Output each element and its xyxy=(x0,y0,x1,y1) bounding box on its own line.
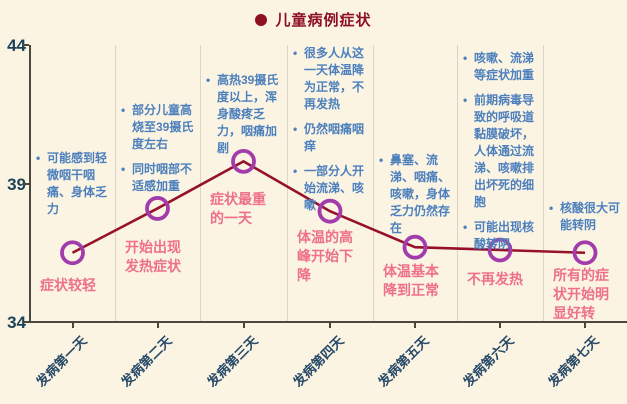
x-axis-label: 发病第七天 xyxy=(545,333,602,390)
symptom-note: 核酸很大可能转阴 xyxy=(548,200,626,234)
legend-marker-icon xyxy=(255,13,268,26)
y-axis-tick-mark xyxy=(23,44,29,46)
x-axis-tick-mark xyxy=(156,322,159,328)
stage-label: 症状较轻 xyxy=(40,277,96,293)
x-axis-tick-mark xyxy=(414,322,416,328)
x-axis-tick-mark xyxy=(71,322,74,328)
x-axis-tick-mark xyxy=(584,322,586,328)
symptom-note: 仍然咽痛咽痒 xyxy=(292,121,372,155)
symptom-notes: 部分儿童高烧至39摄氏度左右同时咽部不适感加重 xyxy=(120,102,199,203)
symptom-note: 前期病毒导致的呼吸道黏膜破坏，人体通过流涕、咳嗽排出坏死的细胞 xyxy=(462,92,542,211)
symptom-note: 部分儿童高烧至39摄氏度左右 xyxy=(120,102,199,153)
symptom-note: 一部分人开始流涕、咳嗽 xyxy=(292,163,372,214)
symptom-notes: 可能感到轻微咽干咽痛、身体乏力 xyxy=(35,150,114,226)
x-axis-tick-mark xyxy=(242,322,245,328)
x-axis-label: 发病第六天 xyxy=(460,333,517,390)
legend-label: 儿童病例症状 xyxy=(275,12,372,29)
x-axis-line xyxy=(29,321,627,323)
stage-label: 不再发热 xyxy=(467,271,523,287)
y-axis-tick-mark xyxy=(23,182,29,185)
symptom-notes: 核酸很大可能转阴 xyxy=(548,200,626,242)
day-column: 很多人从这一天体温降为正常，不再发热仍然咽痛咽痒一部分人开始流涕、咳嗽体温的高峰… xyxy=(287,45,373,322)
y-axis-tick-label: 44 xyxy=(7,36,26,55)
x-axis-tick-mark xyxy=(499,322,501,328)
x-axis-label: 发病第三天 xyxy=(203,333,261,390)
stage-label: 开始出现发热症状 xyxy=(125,239,181,274)
day-column: 咳嗽、流涕等症状加重前期病毒导致的呼吸道黏膜破坏，人体通过流涕、咳嗽排出坏死的细… xyxy=(457,45,543,322)
y-axis-line xyxy=(29,45,31,322)
stage-label: 体温的高峰开始下降 xyxy=(297,229,353,283)
symptom-note: 可能出现核酸转阴 xyxy=(462,219,542,253)
symptom-note: 很多人从这一天体温降为正常，不再发热 xyxy=(292,45,372,113)
symptom-notes: 鼻塞、流涕、咽痛、咳嗽，身体乏力仍然存在 xyxy=(378,152,456,245)
chart-legend: 儿童病例症状 xyxy=(0,9,627,30)
stage-label: 所有的症状开始明显好转 xyxy=(553,267,609,321)
symptom-notes: 咳嗽、流涕等症状加重前期病毒导致的呼吸道黏膜破坏，人体通过流涕、咳嗽排出坏死的细… xyxy=(462,50,542,261)
day-column: 部分儿童高烧至39摄氏度左右同时咽部不适感加重开始出现发热症状 xyxy=(115,45,200,322)
y-axis-tick-label: 39 xyxy=(7,174,26,194)
symptom-note: 同时咽部不适感加重 xyxy=(120,161,199,195)
symptom-notes: 高热39摄氏度以上，浑身酸疼乏力，咽痛加剧 xyxy=(205,72,286,165)
x-axis-tick-mark xyxy=(329,322,331,328)
stage-label: 症状最重的一天 xyxy=(210,191,266,226)
stage-label: 体温基本降到正常 xyxy=(383,263,439,298)
symptom-note: 鼻塞、流涕、咽痛、咳嗽，身体乏力仍然存在 xyxy=(378,152,456,237)
x-axis-label: 发病第四天 xyxy=(290,333,347,390)
symptom-note: 高热39摄氏度以上，浑身酸疼乏力，咽痛加剧 xyxy=(205,72,286,157)
y-axis-tick-mark xyxy=(23,321,29,323)
x-axis-label: 发病第五天 xyxy=(375,333,432,390)
y-axis-tick-label: 34 xyxy=(7,313,26,332)
x-axis-label: 发病第二天 xyxy=(117,333,175,390)
symptom-note: 咳嗽、流涕等症状加重 xyxy=(462,50,542,84)
x-axis-label: 发病第一天 xyxy=(32,333,90,390)
symptom-note: 可能感到轻微咽干咽痛、身体乏力 xyxy=(35,150,114,218)
symptom-notes: 很多人从这一天体温降为正常，不再发热仍然咽痛咽痒一部分人开始流涕、咳嗽 xyxy=(292,45,372,222)
